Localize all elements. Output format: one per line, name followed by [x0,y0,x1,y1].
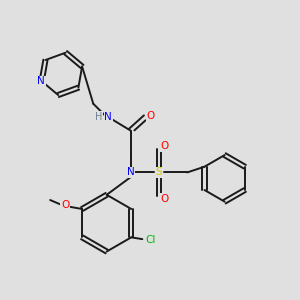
Text: N: N [37,76,45,86]
Text: Cl: Cl [145,235,155,245]
Text: S: S [156,167,162,177]
Text: H: H [95,112,102,122]
Text: O: O [61,200,69,210]
Text: O: O [147,111,155,121]
Text: O: O [161,194,169,204]
Text: O: O [161,141,169,151]
Text: N: N [127,167,134,177]
Text: N: N [104,112,112,122]
